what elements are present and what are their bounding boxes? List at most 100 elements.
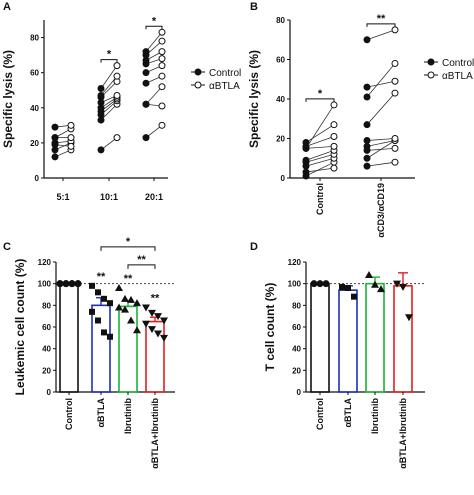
bar <box>310 282 330 393</box>
y-tick-label: 60 <box>276 56 285 65</box>
control-point <box>51 141 59 149</box>
control-point <box>97 84 105 92</box>
significance-bracket <box>100 246 156 251</box>
y-tick-label: 60 <box>292 323 301 332</box>
pair-line <box>305 157 335 167</box>
legend-label: αBTLA <box>209 81 240 92</box>
data-point <box>95 289 101 296</box>
x-category-label: αBTLA <box>96 398 106 428</box>
y-tick-label: 40 <box>42 345 51 354</box>
pair-line <box>366 147 396 151</box>
x-category-label: αBTLA+Ibrutinib <box>398 398 408 469</box>
y-tick-label: 100 <box>38 280 52 289</box>
data-point <box>316 280 324 288</box>
y-axis-title: Specific lysis (%) <box>247 50 261 148</box>
control-point <box>51 153 59 161</box>
pair-line <box>305 104 335 149</box>
panel-letter-a: A <box>3 1 11 13</box>
data-point <box>377 285 385 293</box>
control-point <box>51 123 59 131</box>
y-tick-label: 20 <box>30 139 39 148</box>
data-point <box>154 330 162 338</box>
btla-point <box>158 28 166 36</box>
data-point <box>56 280 64 288</box>
data-point <box>142 304 150 312</box>
pair-line <box>305 149 335 161</box>
y-tick-label: 20 <box>276 135 285 144</box>
btla-point <box>391 89 399 97</box>
pair-line <box>305 161 335 177</box>
y-tick-label: 0 <box>47 388 52 397</box>
x-category-label: Ibrutinib <box>123 398 133 434</box>
btla-point <box>158 102 166 110</box>
control-point <box>363 154 371 162</box>
data-point <box>101 295 107 302</box>
x-category-label: 10:1 <box>100 192 118 202</box>
x-category-label: αBTLA <box>343 398 353 428</box>
btla-point <box>158 55 166 63</box>
data-point <box>148 309 156 317</box>
data-point <box>160 317 168 325</box>
significance-label: * <box>126 236 131 248</box>
btla-point <box>158 62 166 70</box>
data-point <box>107 300 113 307</box>
x-category-label: Control <box>315 398 325 430</box>
control-point <box>302 144 310 152</box>
btla-point <box>158 83 166 91</box>
data-point <box>148 326 156 334</box>
significance-label: * <box>318 88 323 100</box>
data-point <box>121 294 129 302</box>
btla-point <box>113 72 121 80</box>
data-point <box>121 305 129 313</box>
data-point <box>127 295 135 303</box>
significance-bracket <box>305 98 335 102</box>
y-tick-label: 120 <box>38 258 52 267</box>
data-point <box>74 280 82 288</box>
control-point <box>363 83 371 91</box>
y-tick-label: 80 <box>276 16 285 25</box>
significance-bracket <box>100 59 118 63</box>
btla-point <box>391 135 399 142</box>
bar-annotation: ** <box>124 273 133 285</box>
btla-point <box>158 72 166 80</box>
pair-line <box>366 29 396 41</box>
y-tick-label: 40 <box>276 95 285 104</box>
x-category-label: 20:1 <box>145 192 163 202</box>
btla-point <box>67 142 75 150</box>
data-point <box>310 280 318 288</box>
y-tick-label: 40 <box>292 345 301 354</box>
btla-point <box>391 158 399 166</box>
panel-letter-c: C <box>3 241 11 253</box>
control-point <box>142 69 150 77</box>
data-point <box>365 271 373 278</box>
data-point <box>107 333 113 340</box>
data-point <box>322 280 330 288</box>
x-category-label: 5:1 <box>56 192 69 202</box>
panel-letter-b: B <box>250 1 258 13</box>
bar-annotation: ** <box>151 293 160 305</box>
data-point <box>101 329 107 336</box>
legend-marker <box>427 58 435 66</box>
y-tick-label: 80 <box>30 34 39 43</box>
data-point <box>393 280 401 288</box>
data-point <box>62 280 70 288</box>
btla-point <box>113 134 121 142</box>
y-tick-label: 120 <box>288 258 302 267</box>
x-category-label: Control <box>315 183 325 215</box>
y-tick-label: 80 <box>42 301 51 310</box>
panel-letter-d: D <box>250 241 258 253</box>
y-tick-label: 20 <box>42 366 51 375</box>
significance-bracket <box>366 23 396 27</box>
control-point <box>142 79 150 87</box>
data-point <box>95 317 101 324</box>
bar <box>338 289 358 393</box>
legend-marker <box>194 81 202 89</box>
pair-line <box>145 86 163 105</box>
btla-point <box>330 164 338 172</box>
y-tick-label: 60 <box>42 323 51 332</box>
y-tick-label: 0 <box>297 388 302 397</box>
significance-label: * <box>107 49 112 61</box>
y-tick-label: 0 <box>35 174 40 183</box>
y-tick-label: 0 <box>281 174 286 183</box>
